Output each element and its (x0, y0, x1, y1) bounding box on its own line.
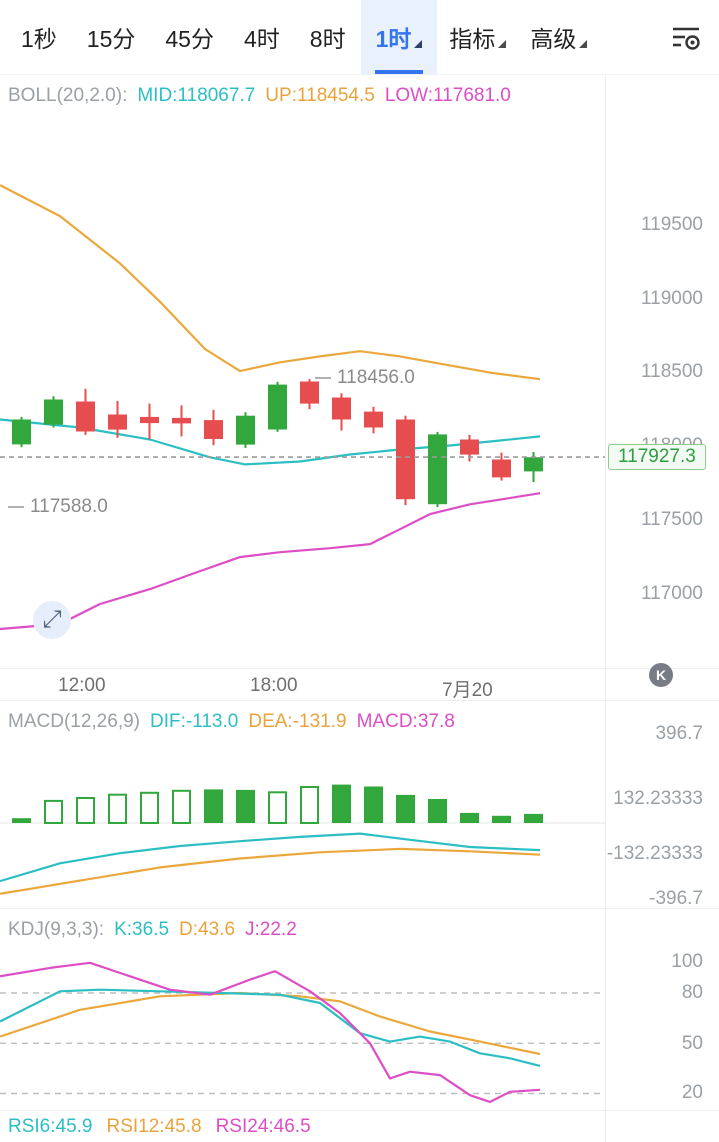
rsi24-value: RSI24:46.5 (215, 1116, 311, 1137)
tick-line (315, 377, 331, 379)
chevron-down-icon (579, 40, 588, 48)
tab-label: 4时 (243, 26, 280, 52)
low-price-annotation: 117588.0 (8, 496, 108, 518)
rsi-indicator-header: RSI6:45.9 RSI12:45.8 RSI24:46.5 (8, 1116, 311, 1138)
settings-icon (673, 27, 700, 50)
tab-1sec[interactable]: 1秒 (6, 0, 72, 74)
macd-axis-label: -132.23333 (606, 843, 703, 864)
current-price-badge: 117927.3 (608, 444, 706, 470)
boll-low-value: LOW:117681.0 (384, 85, 511, 106)
tab-8hour[interactable]: 8时 (295, 0, 361, 74)
macd-axis-label: -396.7 (649, 888, 703, 909)
kdj-axis-label: 80 (681, 982, 703, 1003)
tick-line (8, 506, 24, 508)
time-axis: 12:00 18:00 7月20 (0, 668, 719, 701)
macd-axis-label: 396.7 (655, 723, 703, 744)
price-axis-label: 118500 (641, 361, 703, 382)
chevron-down-icon (498, 40, 507, 48)
kdj-name: KDJ(9,3,3): (8, 919, 105, 940)
indicators-menu[interactable]: 指标 (437, 0, 518, 74)
price-axis-label: 119500 (641, 214, 703, 235)
boll-up-value: UP:118454.5 (265, 85, 375, 106)
macd-dea-value: DEA:-131.9 (248, 711, 347, 732)
tab-label: 45分 (165, 26, 214, 52)
tab-4hour[interactable]: 4时 (229, 0, 295, 74)
kdj-axis-label: 20 (681, 1082, 703, 1103)
price-axis-label: 117000 (641, 583, 703, 604)
kdj-indicator-header: KDJ(9,3,3): K:36.5 D:43.6 J:22.2 (8, 919, 297, 941)
k-line-badge[interactable]: K (649, 663, 673, 687)
time-axis-label: 18:00 (250, 675, 298, 696)
price-axis-label: 117500 (641, 509, 703, 530)
macd-chart-canvas[interactable] (0, 701, 719, 909)
advanced-menu[interactable]: 高级 (518, 0, 599, 74)
rsi6-value: RSI6:45.9 (8, 1116, 93, 1137)
time-axis-label: 12:00 (58, 675, 106, 696)
kdj-chart-canvas[interactable] (0, 909, 719, 1111)
low-price-value: 117588.0 (30, 496, 108, 517)
timeframe-toolbar: 1秒 15分 45分 4时 8时 1时 指标 高级 (0, 0, 719, 75)
rsi-footer: RSI6:45.9 RSI12:45.8 RSI24:46.5 (0, 1110, 719, 1142)
chevron-down-icon (414, 40, 423, 48)
macd-dif-value: DIF:-113.0 (150, 711, 239, 732)
macd-value: MACD:37.8 (356, 711, 455, 732)
kdj-d-value: D:43.6 (179, 919, 236, 940)
macd-indicator-header: MACD(12,26,9) DIF:-113.0 DEA:-131.9 MACD… (8, 711, 455, 733)
expand-icon: ⤢ (42, 606, 62, 633)
rsi12-value: RSI12:45.8 (106, 1116, 202, 1137)
kdj-panel[interactable]: KDJ(9,3,3): K:36.5 D:43.6 J:22.2 100 80 … (0, 908, 719, 1110)
macd-name: MACD(12,26,9) (8, 711, 140, 732)
high-price-value: 118456.0 (337, 367, 415, 388)
expand-chart-button[interactable]: ⤢ (33, 601, 71, 639)
kdj-k-value: K:36.5 (114, 919, 170, 940)
boll-mid-value: MID:118067.7 (137, 85, 256, 106)
boll-indicator-header: BOLL(20,2.0): MID:118067.7 UP:118454.5 L… (8, 85, 511, 107)
candlestick-chart-canvas[interactable] (0, 75, 719, 668)
candlestick-chart-panel[interactable]: BOLL(20,2.0): MID:118067.7 UP:118454.5 L… (0, 75, 719, 668)
boll-name: BOLL(20,2.0): (8, 85, 128, 106)
menu-label: 指标 (449, 26, 496, 52)
axis-divider (605, 75, 606, 1142)
price-axis-label: 119000 (641, 288, 703, 309)
menu-label: 高级 (530, 26, 577, 52)
indicator-settings-button[interactable] (653, 0, 719, 74)
tab-1hour-selected[interactable]: 1时 (360, 0, 438, 74)
time-axis-label: 7月20 (442, 680, 493, 701)
tab-45min[interactable]: 45分 (150, 0, 229, 74)
tab-label: 8时 (309, 26, 346, 52)
kdj-axis-label: 100 (671, 951, 703, 972)
tab-label: 1秒 (21, 26, 57, 52)
kdj-axis-label: 50 (681, 1033, 703, 1054)
kdj-j-value: J:22.2 (245, 919, 297, 940)
macd-panel[interactable]: MACD(12,26,9) DIF:-113.0 DEA:-131.9 MACD… (0, 700, 719, 909)
macd-axis-label: 132.23333 (613, 788, 703, 809)
tab-label: 15分 (86, 26, 136, 52)
tab-15min[interactable]: 15分 (72, 0, 151, 74)
high-price-annotation: 118456.0 (315, 367, 415, 389)
tab-label: 1时 (375, 26, 412, 52)
